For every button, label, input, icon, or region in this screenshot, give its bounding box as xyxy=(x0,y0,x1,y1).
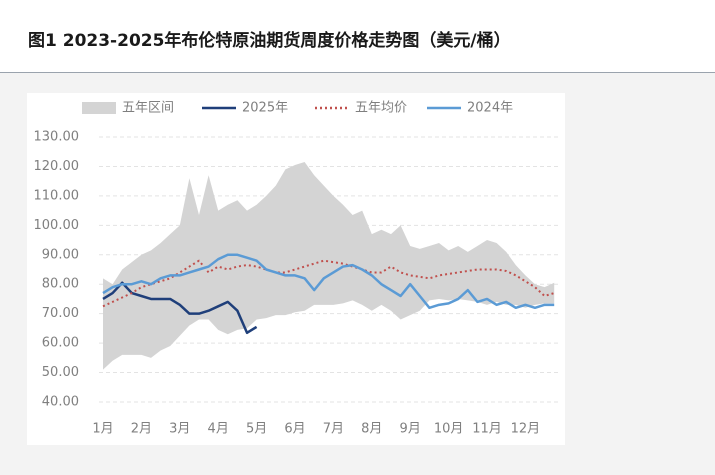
y-tick-label: 60.00 xyxy=(42,336,79,351)
x-tick-label: 9月 xyxy=(400,422,421,437)
y-tick-label: 120.00 xyxy=(34,159,80,174)
chart: 40.00 50.00 60.00 70.00 80.00 90.00 100.00 110.… xyxy=(27,93,565,445)
chart-title: 图1 2023-2025年布伦特原油期货周度价格走势图（美元/桶） xyxy=(28,31,511,51)
y-tick-label: 130.00 xyxy=(34,130,80,145)
x-tick-label: 1月 xyxy=(92,422,113,437)
legend-label: 2024年 xyxy=(467,101,513,116)
x-tick-label: 7月 xyxy=(323,422,344,437)
x-tick-label: 3月 xyxy=(169,422,190,437)
x-tick-label: 2月 xyxy=(131,422,152,437)
x-tick-label: 5月 xyxy=(246,422,267,437)
y-tick-label: 110.00 xyxy=(34,188,80,203)
x-tick-label: 8月 xyxy=(361,422,382,437)
x-tick-label: 6月 xyxy=(284,422,305,437)
y-tick-label: 80.00 xyxy=(42,277,79,292)
legend-label: 五年区间 xyxy=(122,101,174,116)
legend-swatch xyxy=(82,102,116,114)
header: 图1 2023-2025年布伦特原油期货周度价格走势图（美元/桶） xyxy=(0,0,715,73)
x-tick-label: 11月 xyxy=(472,422,502,437)
series-line xyxy=(102,281,258,335)
y-tick-label: 100.00 xyxy=(34,218,80,233)
y-tick-label: 40.00 xyxy=(42,395,79,410)
y-tick-label: 50.00 xyxy=(42,365,79,380)
legend-label: 2025年 xyxy=(242,101,288,116)
series-line xyxy=(102,253,555,310)
range-band xyxy=(103,162,555,370)
x-tick-label: 12月 xyxy=(511,422,541,437)
legend-label: 五年均价 xyxy=(355,101,407,116)
x-tick-label: 10月 xyxy=(434,422,464,437)
x-tick-label: 4月 xyxy=(208,422,229,437)
y-tick-label: 90.00 xyxy=(42,247,79,262)
y-tick-label: 70.00 xyxy=(42,306,79,321)
